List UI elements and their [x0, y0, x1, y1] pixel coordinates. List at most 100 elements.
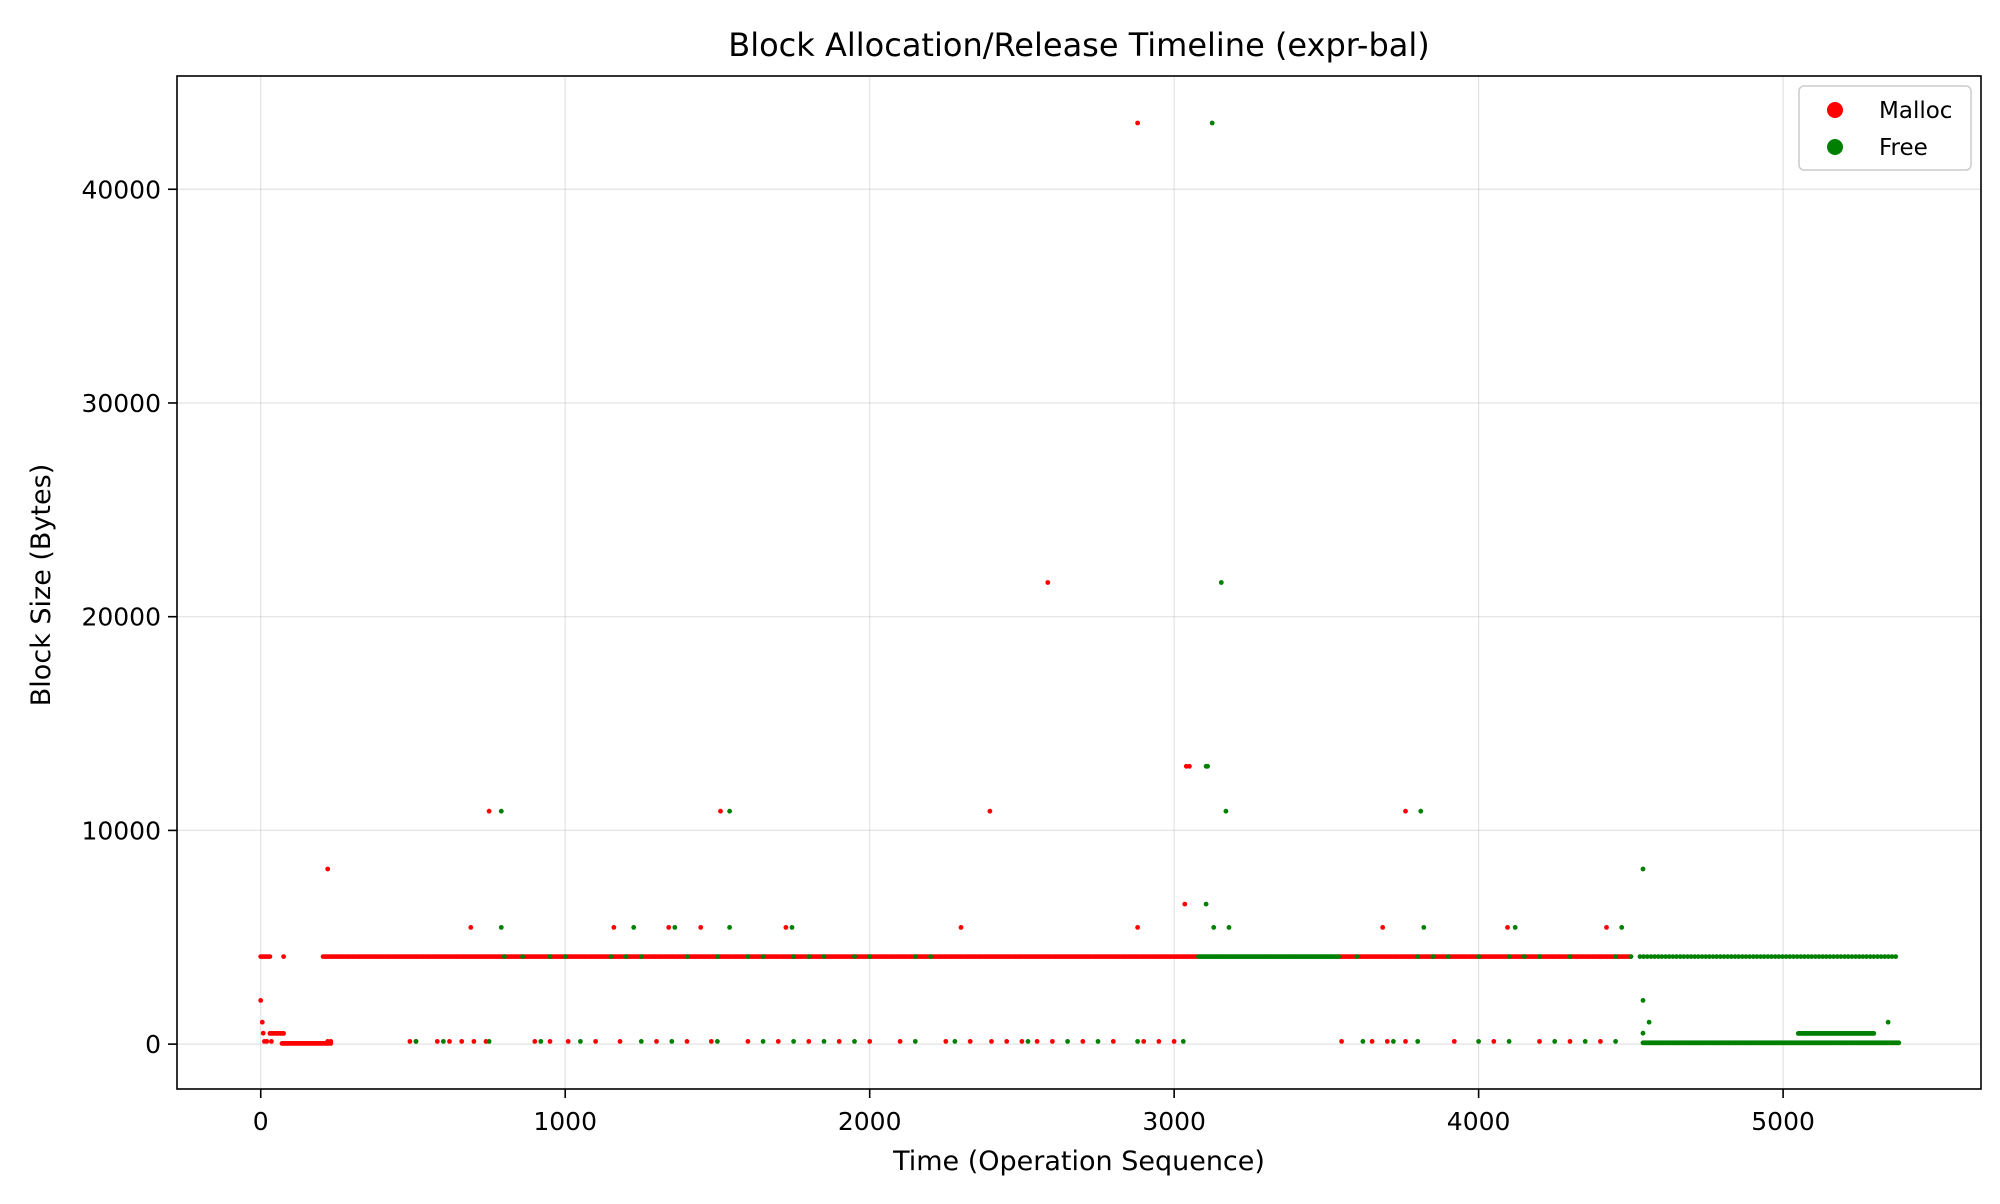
legend-label-malloc: Malloc	[1879, 98, 1952, 124]
point-free	[912, 954, 918, 959]
point-free	[1692, 954, 1698, 959]
point-malloc	[434, 1039, 440, 1044]
point-malloc	[1369, 1039, 1375, 1044]
point-malloc	[698, 925, 704, 930]
point-free	[1714, 954, 1720, 959]
point-free	[867, 954, 873, 959]
point-malloc	[967, 1039, 973, 1044]
point-malloc	[1567, 1039, 1573, 1044]
point-free	[1743, 954, 1749, 959]
point-malloc	[471, 1039, 477, 1044]
point-malloc	[1384, 1039, 1390, 1044]
point-malloc	[943, 1039, 949, 1044]
point-free	[821, 954, 827, 959]
point-free	[1211, 925, 1217, 930]
point-free	[1761, 954, 1767, 959]
point-malloc	[775, 1039, 781, 1044]
point-free	[760, 954, 766, 959]
point-free	[638, 1039, 644, 1044]
point-malloc	[547, 1039, 553, 1044]
x-tick-label: 4000	[1447, 1107, 1511, 1136]
point-free	[1681, 954, 1687, 959]
point-free	[1613, 954, 1618, 959]
point-free	[1791, 954, 1796, 959]
point-free	[1223, 808, 1229, 814]
legend: Malloc Free	[1798, 85, 1972, 171]
point-free	[1736, 954, 1741, 959]
point-malloc	[897, 1039, 903, 1044]
x-tick-label: 5000	[1751, 1107, 1815, 1136]
point-free	[727, 925, 732, 930]
point-free	[669, 1039, 675, 1044]
point-malloc	[1598, 1039, 1603, 1044]
point-malloc	[1004, 1039, 1010, 1044]
point-malloc	[806, 1039, 812, 1044]
point-free	[1646, 1019, 1652, 1025]
point-malloc	[1171, 1039, 1177, 1044]
point-free	[1640, 998, 1646, 1003]
point-free	[791, 954, 796, 959]
point-malloc	[1451, 1039, 1457, 1044]
point-free	[1613, 1039, 1618, 1044]
point-free	[1209, 120, 1215, 126]
point-free	[1875, 954, 1880, 959]
point-free	[486, 1039, 492, 1044]
point-malloc	[666, 925, 672, 930]
point-free	[1203, 901, 1209, 907]
point-free	[1537, 954, 1542, 959]
point-free	[1860, 954, 1866, 959]
point-free	[1506, 1039, 1512, 1044]
point-free	[1853, 954, 1858, 959]
point-malloc	[486, 808, 492, 814]
point-free	[1666, 954, 1672, 959]
y-tick-label: 40000	[81, 175, 161, 204]
point-free	[1820, 954, 1826, 959]
point-malloc	[708, 1039, 714, 1044]
point-free	[441, 1039, 446, 1044]
point-free	[745, 954, 751, 959]
point-malloc	[1034, 1039, 1040, 1044]
point-malloc	[617, 1039, 623, 1044]
legend-marker-malloc	[1827, 102, 1843, 118]
point-free	[1699, 954, 1705, 959]
point-free	[538, 1039, 544, 1044]
point-free	[1677, 954, 1683, 959]
point-malloc	[611, 925, 617, 930]
point-free	[1703, 954, 1709, 959]
point-free	[1418, 808, 1424, 814]
point-free	[1728, 954, 1734, 959]
point-free	[608, 954, 614, 959]
point-free	[1628, 954, 1634, 959]
point-free	[547, 954, 553, 959]
point-malloc	[1604, 925, 1609, 930]
point-free	[1871, 1031, 1877, 1036]
point-malloc	[1380, 925, 1386, 930]
point-free	[1619, 925, 1625, 930]
point-free	[1336, 954, 1341, 959]
point-free	[1659, 954, 1665, 959]
point-malloc	[259, 1019, 265, 1025]
point-free	[1885, 1019, 1891, 1025]
point-free	[789, 925, 795, 930]
point-free	[1095, 1039, 1101, 1044]
point-free	[1834, 954, 1840, 959]
point-free	[1845, 954, 1851, 959]
point-free	[1354, 954, 1360, 959]
x-axis-label: Time (Operation Sequence)	[892, 1146, 1265, 1177]
point-free	[1776, 954, 1782, 959]
point-free	[1065, 1039, 1070, 1044]
point-free	[1648, 954, 1654, 959]
point-malloc	[328, 1039, 334, 1044]
point-free	[1831, 954, 1836, 959]
point-malloc	[264, 1039, 270, 1044]
point-malloc	[718, 808, 723, 814]
point-free	[852, 954, 857, 959]
point-malloc	[987, 808, 993, 814]
point-free	[1718, 954, 1723, 959]
point-free	[562, 954, 568, 959]
point-free	[912, 1039, 918, 1044]
point-free	[1710, 954, 1716, 959]
point-free	[1750, 954, 1756, 959]
point-free	[1655, 954, 1661, 959]
point-free	[1813, 954, 1818, 959]
